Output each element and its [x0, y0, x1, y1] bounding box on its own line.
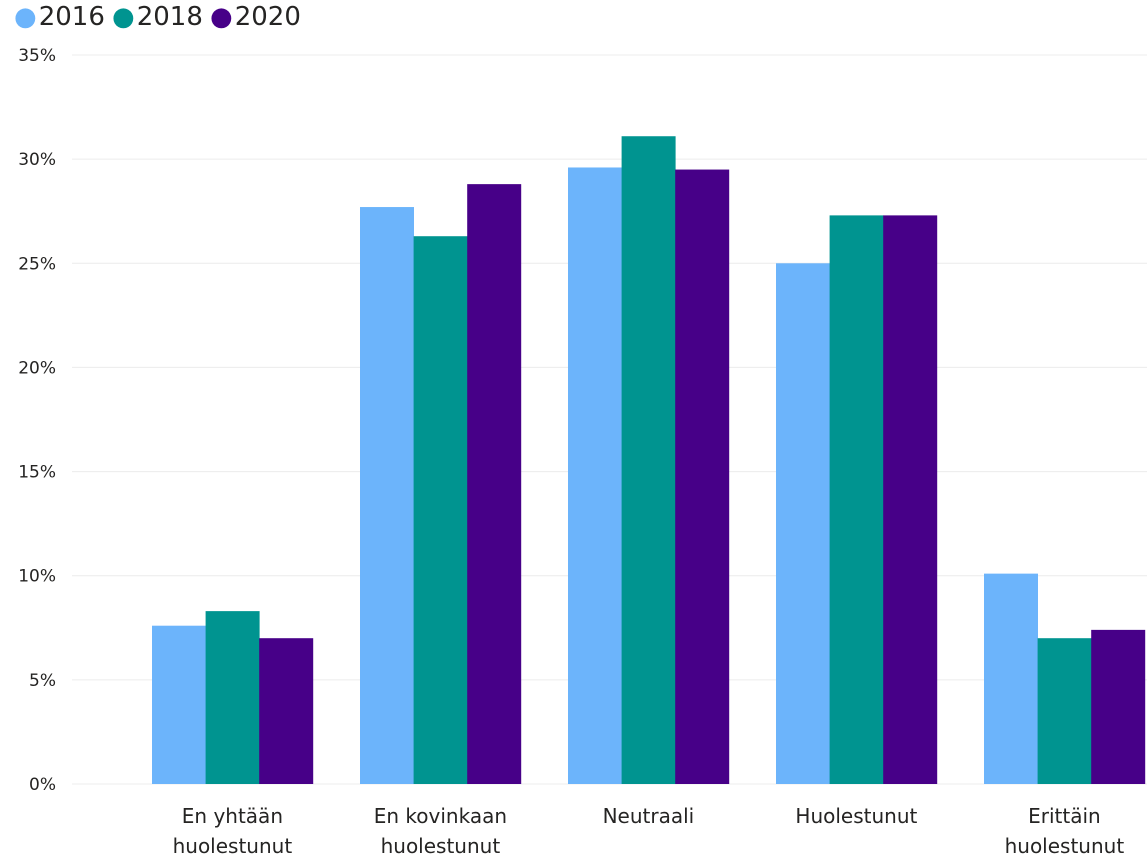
legend-item-2018[interactable]: ●2018: [112, 2, 203, 32]
y-tick-label: 20%: [18, 358, 56, 378]
bar-2018[interactable]: [205, 611, 260, 784]
bars: [152, 136, 1146, 785]
x-category-label: En kovinkaan huolestunut: [374, 804, 507, 858]
legend-label: 2016: [39, 2, 105, 32]
y-axis: 0% 5% 10% 15% 20% 25% 30% 35%: [18, 46, 56, 795]
y-tick-label: 15%: [18, 463, 56, 483]
y-tick-label: 5%: [29, 671, 56, 691]
bar-group: [360, 184, 522, 785]
legend-label: 2020: [235, 2, 301, 32]
y-tick-label: 35%: [18, 46, 56, 66]
y-tick-label: 0%: [29, 775, 56, 795]
bar-2018[interactable]: [621, 136, 676, 784]
x-category-label: En yhtään huolestunut: [173, 804, 293, 858]
bar-2016[interactable]: [984, 573, 1038, 784]
x-axis: En yhtään huolestunut En kovinkaan huolestu…: [173, 804, 1125, 858]
bar-2018[interactable]: [1037, 638, 1092, 784]
legend-marker-icon: ●: [112, 2, 135, 32]
bar-group: [568, 136, 730, 785]
y-tick-label: 10%: [18, 567, 56, 587]
bar-2020[interactable]: [259, 638, 314, 784]
bar-group: [152, 611, 314, 784]
bar-2020[interactable]: [883, 215, 938, 784]
legend-item-2016[interactable]: ●2016: [14, 2, 105, 32]
legend-label: 2018: [137, 2, 203, 32]
bar-2020[interactable]: [675, 169, 730, 785]
legend-item-2020[interactable]: ●2020: [210, 2, 301, 32]
bar-group: [776, 215, 938, 784]
bar-2016[interactable]: [568, 167, 622, 784]
y-tick-label: 30%: [18, 150, 56, 170]
bar-group: [984, 573, 1146, 784]
bar-2016[interactable]: [360, 207, 414, 784]
legend-marker-icon: ●: [14, 2, 37, 32]
x-category-label: Neutraali: [603, 804, 695, 828]
bar-2020[interactable]: [1091, 629, 1146, 784]
x-category-label: Huolestunut: [795, 804, 917, 828]
legend-marker-icon: ●: [210, 2, 233, 32]
bar-2020[interactable]: [467, 184, 522, 784]
chart-legend: ●2016 ●2018 ●2020: [14, 2, 301, 32]
bar-2016[interactable]: [776, 263, 830, 784]
x-category-label: Erittäin huolestunut: [1005, 804, 1125, 858]
bar-2018[interactable]: [413, 236, 468, 785]
bar-2016[interactable]: [152, 625, 206, 784]
y-tick-label: 25%: [18, 254, 56, 274]
bar-2018[interactable]: [829, 215, 884, 784]
